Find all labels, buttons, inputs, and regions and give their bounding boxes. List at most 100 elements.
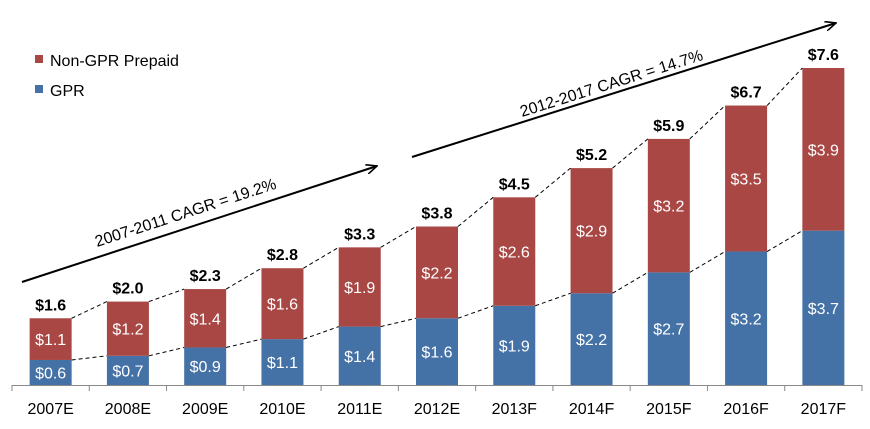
bar-gpr-2008E (106, 355, 149, 385)
label-gpr-2015F: $2.7 (653, 322, 684, 339)
x-tick-label-2010E: 2010E (259, 401, 305, 418)
connector-gpr-2 (226, 338, 262, 348)
label-total-2010E: $2.8 (267, 247, 298, 264)
connector-total-0 (71, 301, 108, 319)
connector-total-8 (689, 105, 726, 140)
connector-gpr-5 (457, 305, 494, 319)
legend-label-non-gpr: Non-GPR Prepaid (50, 53, 179, 70)
x-tick-label-2015F: 2015F (646, 401, 692, 418)
bar-non-gpr-2016F (725, 105, 768, 252)
x-tick-label-2016F: 2016F (723, 401, 769, 418)
label-non-gpr-2012E: $2.2 (421, 265, 452, 282)
cagr-label-2007-2011: 2007-2011 CAGR = 19.2% (93, 176, 279, 251)
bar-non-gpr-2015F (647, 138, 690, 273)
cagr-annotation-2012-2017: 2012-2017 CAGR = 14.7% (411, 23, 836, 158)
bars-layer (29, 68, 845, 385)
label-non-gpr-2017F: $3.9 (808, 142, 839, 159)
bar-gpr-2015F (647, 272, 690, 385)
bar-non-gpr-2010E (261, 268, 304, 340)
bar-gpr-2016F (725, 251, 768, 385)
cagr-arrow-2007-2011 (21, 166, 377, 283)
bar-non-gpr-2014F (570, 168, 613, 294)
connector-gpr-6 (535, 292, 571, 307)
label-gpr-2017F: $3.7 (808, 301, 839, 318)
bar-gpr-2017F (802, 230, 845, 385)
bar-non-gpr-2017F (802, 68, 845, 231)
bar-non-gpr-2013F (493, 197, 536, 306)
label-gpr-2013F: $1.9 (499, 338, 530, 355)
label-non-gpr-2013F: $2.6 (499, 245, 530, 262)
connector-gpr-1 (148, 346, 185, 357)
bar-non-gpr-2007E (29, 318, 72, 360)
legend-label-gpr: GPR (50, 83, 85, 100)
x-tick-label-2007E: 2007E (28, 401, 74, 418)
label-gpr-2010E: $1.1 (267, 355, 298, 372)
connector-gpr-0 (71, 355, 107, 361)
connector-total-2 (225, 267, 262, 290)
label-total-2016F: $6.7 (731, 85, 762, 102)
connector-total-4 (380, 226, 417, 248)
label-total-2014F: $5.2 (576, 147, 607, 164)
label-gpr-2011E: $1.4 (344, 349, 375, 366)
cagr-arrow-2012-2017 (411, 23, 836, 158)
bar-non-gpr-2012E (416, 226, 458, 319)
connector-total-5 (457, 196, 494, 227)
bar-gpr-2013F (493, 305, 536, 385)
cagr-label-2012-2017: 2012-2017 CAGR = 14.7% (518, 47, 705, 121)
x-tick-label-2014F: 2014F (569, 401, 615, 418)
bar-non-gpr-2011E (338, 247, 381, 327)
bar-gpr-2009E (184, 347, 227, 385)
label-non-gpr-2014F: $2.9 (576, 224, 607, 241)
label-non-gpr-2009E: $1.4 (190, 311, 221, 328)
label-total-2015F: $5.9 (653, 118, 684, 135)
connector-gpr-8 (689, 251, 726, 273)
connector-gpr-4 (380, 317, 417, 328)
connectors-layer (71, 67, 803, 361)
legend: Non-GPR Prepaid GPR (35, 53, 179, 100)
label-total-2009E: $2.3 (190, 268, 221, 285)
label-non-gpr-2015F: $3.2 (653, 199, 684, 216)
label-total-2017F: $7.6 (808, 47, 839, 64)
connector-total-9 (766, 67, 803, 106)
connector-gpr-3 (303, 326, 339, 340)
label-gpr-2007E: $0.6 (35, 365, 66, 382)
label-total-2007E: $1.6 (35, 297, 66, 314)
label-gpr-2014F: $2.2 (576, 332, 607, 349)
connector-gpr-9 (766, 230, 803, 252)
bar-gpr-2012E (416, 318, 458, 385)
label-total-2013F: $4.5 (499, 176, 530, 193)
bar-gpr-2011E (338, 326, 381, 385)
bar-non-gpr-2009E (184, 289, 227, 348)
x-tick-label-2012E: 2012E (414, 401, 460, 418)
label-non-gpr-2011E: $1.9 (344, 280, 375, 297)
label-non-gpr-2010E: $1.6 (267, 297, 298, 314)
label-non-gpr-2016F: $3.5 (731, 172, 762, 189)
connector-total-3 (303, 246, 339, 269)
legend-swatch-non-gpr (35, 55, 43, 63)
x-tick-label-2017F: 2017F (801, 401, 847, 418)
bar-non-gpr-2008E (106, 301, 149, 356)
label-non-gpr-2008E: $1.2 (112, 322, 143, 339)
x-tick-label-2008E: 2008E (105, 401, 151, 418)
cagr-annotation-2007-2011: 2007-2011 CAGR = 19.2% (21, 166, 377, 283)
bar-gpr-2007E (29, 359, 72, 385)
legend-swatch-gpr (35, 85, 43, 93)
label-gpr-2008E: $0.7 (112, 363, 143, 380)
connector-gpr-7 (612, 271, 649, 294)
label-gpr-2009E: $0.9 (190, 359, 221, 376)
x-tick-label-2013F: 2013F (492, 401, 538, 418)
x-axis: 2007E 2008E 2009E 2010E 2011E 2012E 2013F 2014F… (11, 385, 863, 418)
label-total-2011E: $3.3 (344, 226, 375, 243)
labels-layer: $0.6 $1.1 $1.6 $0.7 $1.2 $2.0 $0.9 $1.4 $2.3 $1.1… (35, 47, 839, 382)
label-gpr-2012E: $1.6 (421, 345, 452, 362)
label-total-2008E: $2.0 (112, 281, 143, 298)
x-tick-label-2011E: 2011E (337, 401, 382, 418)
bar-gpr-2010E (261, 339, 304, 385)
label-total-2012E: $3.8 (421, 206, 452, 223)
connector-total-7 (612, 138, 649, 169)
label-non-gpr-2007E: $1.1 (35, 332, 66, 349)
label-gpr-2016F: $3.2 (731, 311, 762, 328)
bar-gpr-2014F (570, 293, 613, 385)
connector-total-6 (534, 167, 571, 198)
